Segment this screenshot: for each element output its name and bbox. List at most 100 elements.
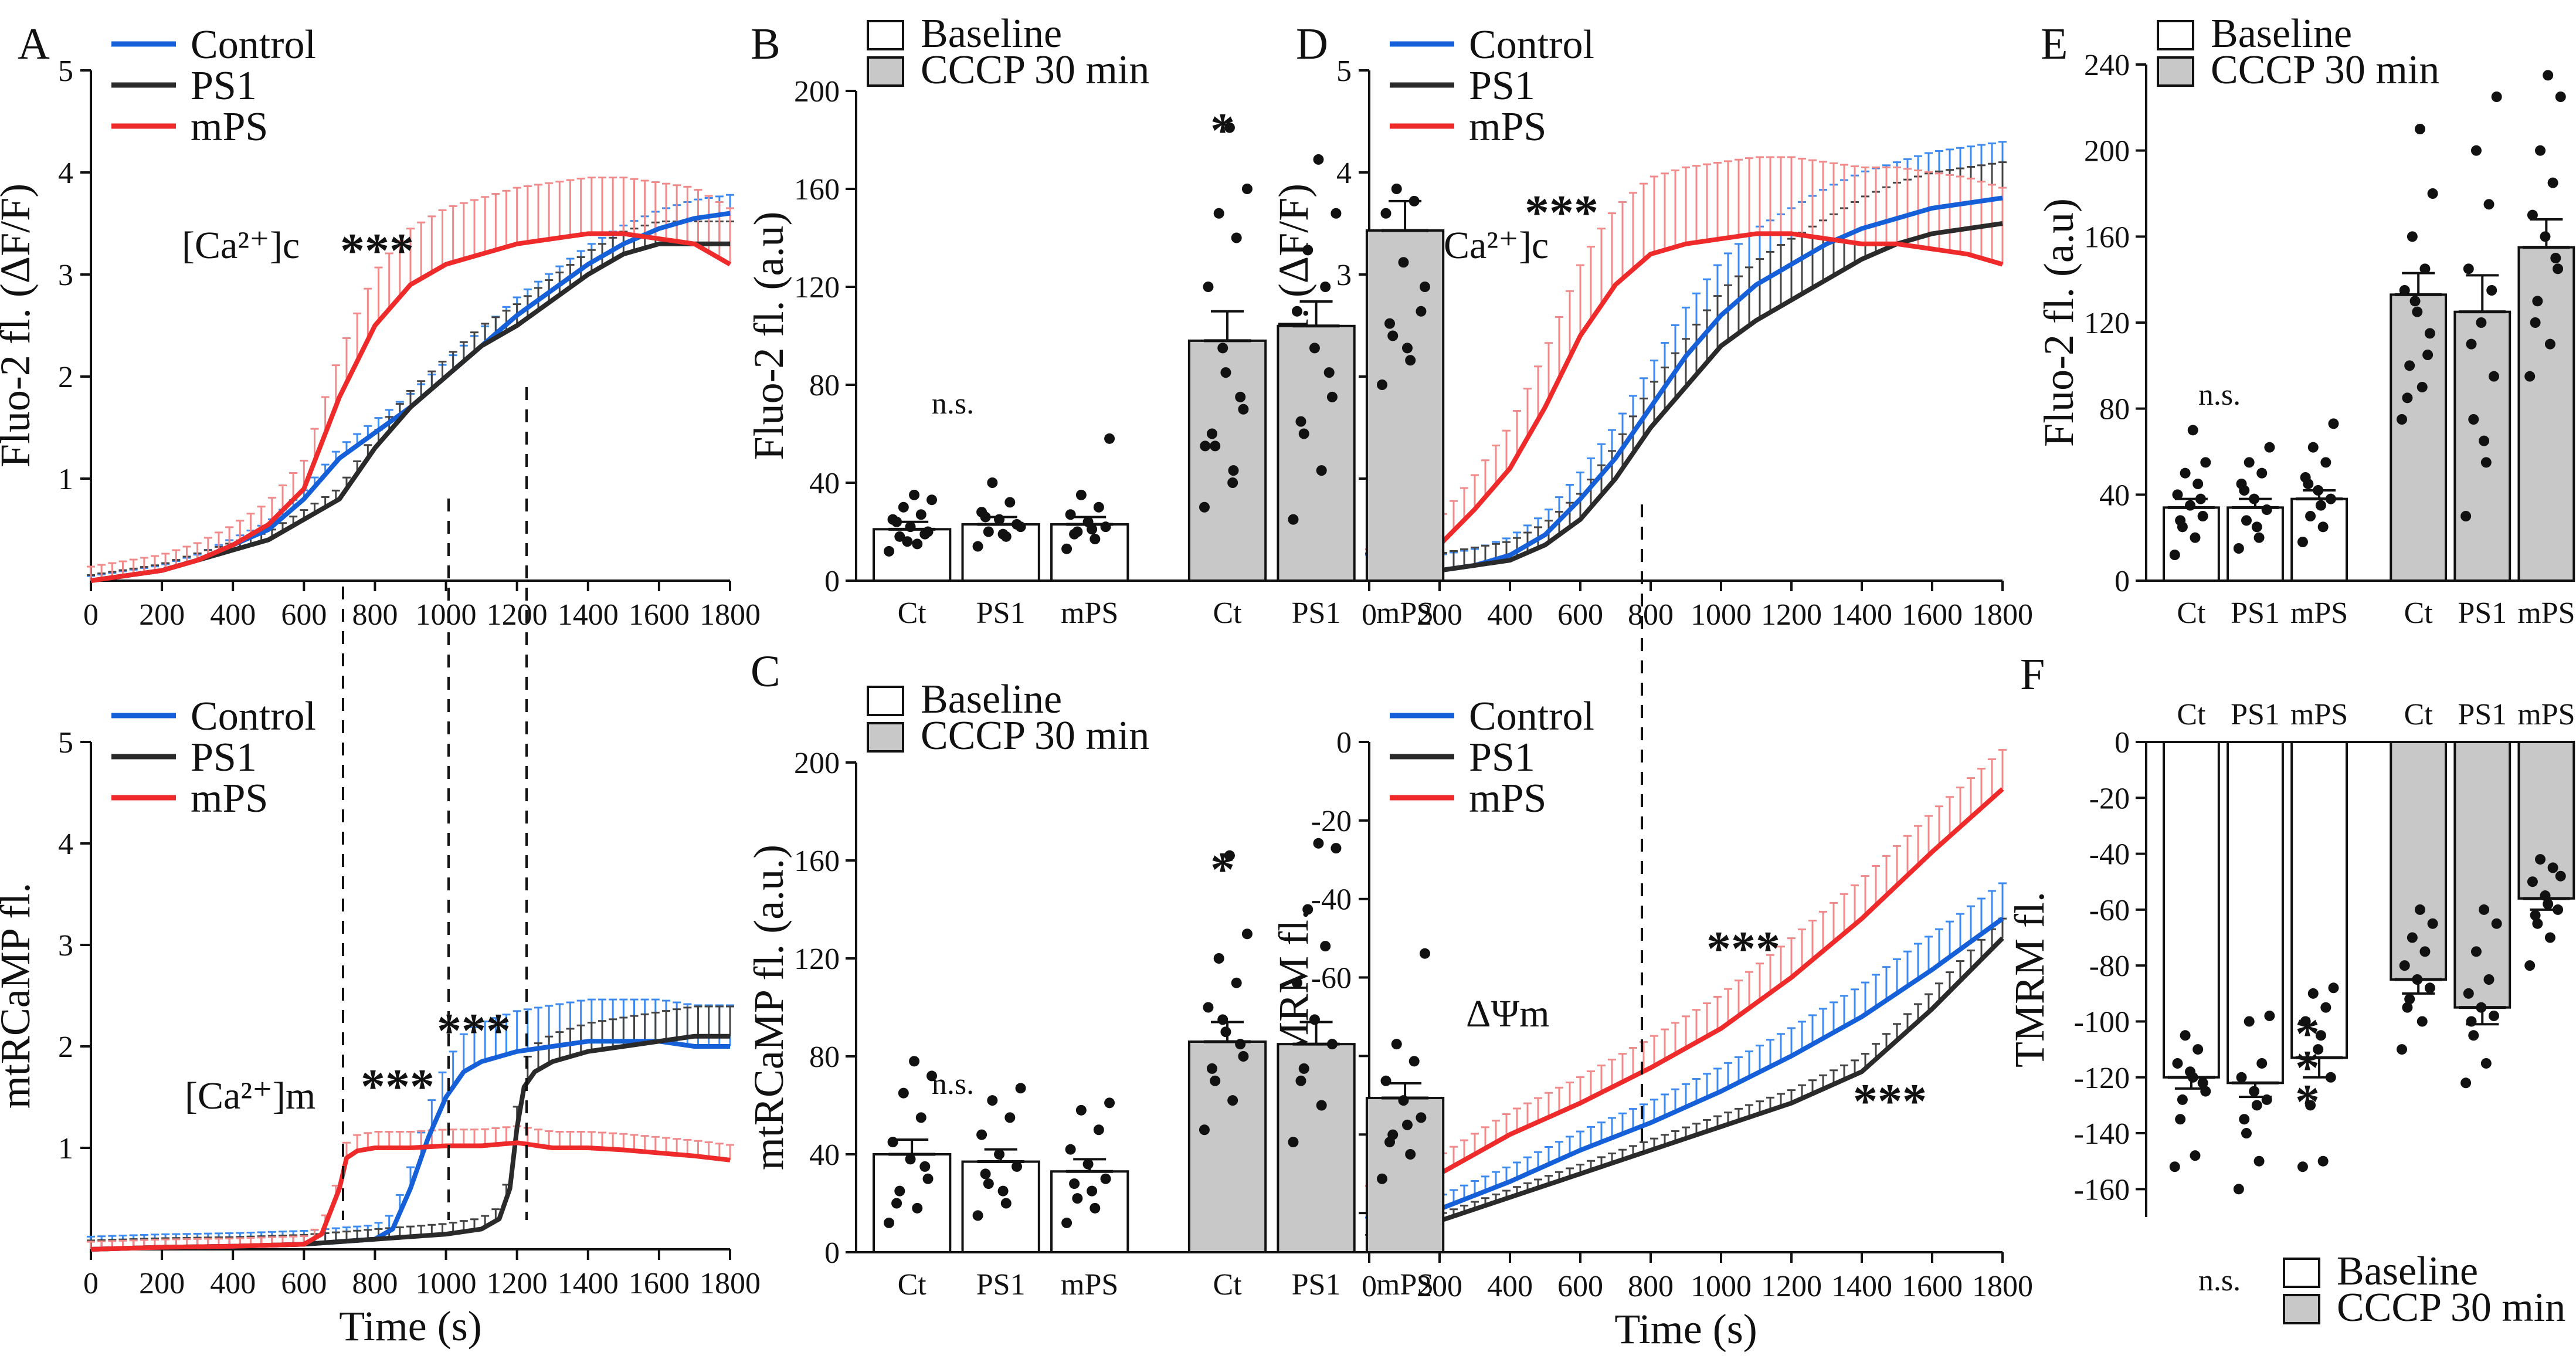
data-point <box>2251 1100 2262 1111</box>
legend-swatch-0 <box>867 686 904 716</box>
data-point <box>1295 416 1306 427</box>
x-tick-label: 200 <box>139 1267 185 1300</box>
data-point <box>1313 154 1324 165</box>
x-tick-label: 1400 <box>1831 598 1892 632</box>
legend-label-mps: mPS <box>1469 776 1546 821</box>
x-tick-label: 1200 <box>487 598 548 632</box>
x-tick-label: 200 <box>1417 598 1462 632</box>
data-point <box>2244 1016 2255 1027</box>
x-tick-label: 400 <box>1487 1270 1533 1303</box>
data-point <box>1316 465 1327 476</box>
category-label: mPS <box>1061 1268 1118 1302</box>
y-axis-label: Fluo-2 fl. (ΔF/F) <box>0 184 39 467</box>
bar-ps1 <box>2453 310 2511 582</box>
data-point <box>2193 1044 2204 1055</box>
data-point <box>2488 1010 2499 1021</box>
data-point <box>1409 195 1420 206</box>
y-axis-label: Fluo-2 fl. (a.u) <box>2035 198 2082 447</box>
data-point <box>1220 1026 1231 1038</box>
region-annotation: [Ca²⁺]m <box>185 1075 315 1117</box>
data-point <box>1199 1124 1210 1136</box>
data-point <box>926 494 938 506</box>
data-point <box>1401 343 1413 354</box>
data-point <box>1217 1014 1228 1025</box>
data-point <box>983 1178 994 1189</box>
data-point <box>994 1149 1005 1160</box>
data-point <box>1409 1056 1420 1067</box>
data-point <box>912 538 923 550</box>
ns-label: n.s. <box>2198 1264 2241 1297</box>
data-point <box>1075 489 1087 500</box>
data-point <box>926 1070 938 1082</box>
data-point <box>1093 501 1104 513</box>
x-tick-label: 0 <box>83 598 99 632</box>
bar-ps1 <box>1277 324 1356 582</box>
data-point <box>2553 904 2564 915</box>
x-tick-label: 1400 <box>558 598 619 632</box>
data-point <box>2397 414 2408 425</box>
data-point <box>1320 941 1331 952</box>
data-point <box>2409 296 2421 307</box>
x-tick-label: 1600 <box>629 598 690 632</box>
data-point <box>2303 479 2314 489</box>
y-tick-label: 2 <box>58 361 73 394</box>
data-point <box>2468 1030 2479 1041</box>
data-point <box>2317 521 2329 533</box>
chart-A_top: 0 200 400 600 800 1000 1200 1400 1600 1800 1 2 3 4 5 Fl… <box>0 19 761 632</box>
category-label: mPS <box>2290 698 2348 731</box>
data-point <box>1090 1202 1101 1214</box>
bar-mps <box>2517 741 2575 900</box>
y-tick-label: -140 <box>2074 1117 2130 1151</box>
bar-ps1 <box>2227 506 2284 582</box>
data-point <box>1100 521 1111 533</box>
data-point <box>2460 511 2472 521</box>
data-point <box>976 1129 987 1140</box>
data-point <box>912 1202 923 1214</box>
data-point <box>2320 1002 2331 1013</box>
category-label: Ct <box>898 1268 927 1302</box>
chart-E: 0 40 80 120 160 200 240 Fluo-2 fl. (a.u) Ct PS1 mP… <box>2035 11 2575 630</box>
data-point <box>1203 282 1214 292</box>
data-point <box>1069 1178 1080 1189</box>
data-point <box>1220 367 1231 378</box>
category-label: Ct <box>2177 597 2206 630</box>
x-tick-label: 1200 <box>487 1267 548 1300</box>
data-point <box>1231 232 1242 243</box>
y-tick-label: 0 <box>1336 726 1352 760</box>
x-tick-label: 800 <box>352 1267 398 1300</box>
data-point <box>2527 876 2538 887</box>
data-point <box>1398 1095 1409 1106</box>
data-point <box>905 1154 916 1165</box>
data-point <box>2414 124 2425 134</box>
data-point <box>1235 1039 1246 1050</box>
y-tick-label: -60 <box>1311 962 1352 995</box>
x-tick-label: 1200 <box>1761 598 1822 632</box>
data-point <box>887 1137 898 1148</box>
bar-mps <box>2517 246 2575 582</box>
data-point <box>2185 500 2196 511</box>
ns-label: n.s. <box>932 1067 974 1101</box>
y-tick-label: 4 <box>58 828 73 861</box>
category-label: Ct <box>898 597 927 630</box>
data-point <box>1238 404 1249 415</box>
data-point <box>1295 1075 1306 1086</box>
data-point <box>1380 1075 1391 1086</box>
region-annotation: [Ca²⁺]c <box>182 224 300 267</box>
data-point <box>2200 1086 2211 1097</box>
data-point <box>2466 338 2477 350</box>
data-point <box>2424 982 2435 994</box>
y-tick-label: 200 <box>794 747 840 780</box>
data-point <box>1416 306 1427 317</box>
data-point <box>2197 1077 2208 1089</box>
x-tick-label: 1600 <box>1902 598 1963 632</box>
data-point <box>2463 988 2474 999</box>
data-point <box>2172 489 2183 500</box>
y-axis-label: Fluo-2 fl. (a.u) <box>745 212 792 460</box>
legend-label-0: Baseline <box>921 11 1062 56</box>
data-point <box>915 509 926 520</box>
data-point <box>1224 122 1235 133</box>
data-point <box>2483 974 2494 985</box>
data-point <box>2488 371 2499 382</box>
